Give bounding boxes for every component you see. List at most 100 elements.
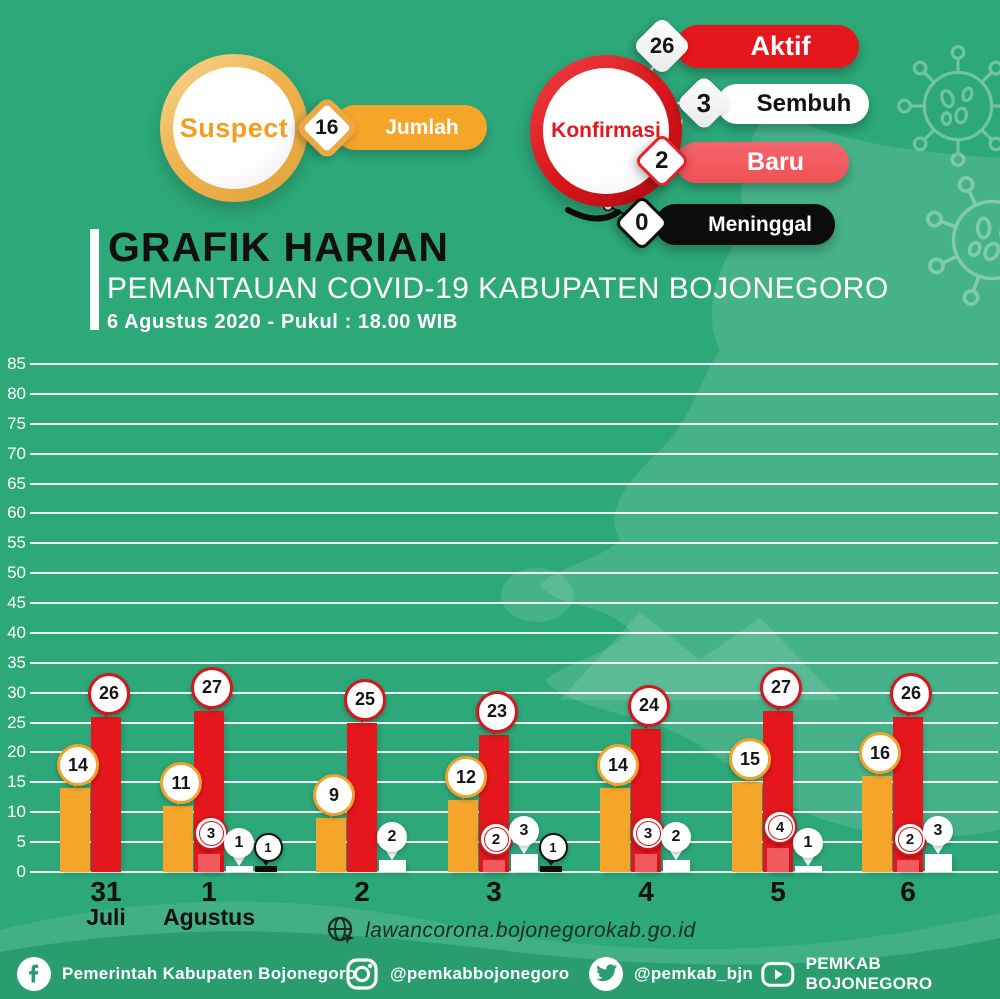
footer-youtube: PEMKAB BOJONEGORO — [760, 954, 1000, 994]
y-axis-label: 25 — [7, 712, 26, 732]
y-axis-label: 55 — [7, 533, 26, 553]
title-accent-bar — [90, 229, 99, 330]
value-balloon-meninggal: 1 — [253, 833, 283, 863]
footer-twitter: @pemkab_bjn — [588, 954, 753, 994]
bar-sembuh-6 Agustus — [925, 854, 952, 872]
bar-meninggal-1 Agustus — [255, 866, 277, 872]
page-subtitle: PEMANTAUAN COVID-19 KABUPATEN BOJONEGORO — [107, 272, 889, 305]
bar-suspect-31 Juli — [60, 788, 90, 872]
y-axis-label: 10 — [7, 802, 26, 822]
x-axis-label: 6 — [900, 876, 916, 907]
baru-count: 2 — [655, 146, 669, 174]
gridline — [30, 631, 998, 634]
y-axis-label: 5 — [16, 832, 26, 852]
value-balloon-suspect: 14 — [597, 744, 639, 787]
x-axis-label: Agustus — [163, 904, 255, 930]
bar-baru-4 Agustus — [635, 854, 657, 872]
value-balloon-sembuh: 1 — [793, 828, 823, 859]
konfirmasi-badge-circle: Konfirmasi — [530, 55, 682, 207]
gridline — [30, 691, 998, 694]
y-axis-label: 80 — [7, 383, 26, 403]
x-axis-label: 5 — [770, 876, 786, 907]
footer-facebook: Pemerintah Kabupaten Bojonegoro — [16, 954, 357, 994]
value-balloon-aktif: 23 — [476, 690, 518, 733]
suspect-count: 16 — [315, 115, 339, 139]
sembuh-pill: Sembuh — [717, 84, 869, 124]
x-axis-label: 2 — [354, 876, 370, 907]
x-axis-label: 31 — [90, 876, 122, 907]
bar-meninggal-3 Agustus — [540, 866, 562, 872]
value-balloon-sembuh: 2 — [661, 822, 691, 853]
y-axis-label: 65 — [7, 473, 26, 493]
suspect-badge-circle: Suspect — [160, 54, 308, 202]
bar-suspect-5 Agustus — [732, 782, 762, 872]
bar-baru-3 Agustus — [483, 860, 505, 872]
balloon-stem — [518, 845, 530, 855]
value-balloon-sembuh: 3 — [509, 816, 539, 847]
bar-suspect-3 Agustus — [448, 800, 478, 872]
bar-suspect-1 Agustus — [163, 806, 193, 872]
bar-aktif-31 Juli — [91, 716, 121, 872]
bar-baru-5 Agustus — [767, 848, 789, 872]
balloon-stem — [386, 851, 398, 861]
suspect-label: Suspect — [173, 67, 295, 189]
footer-instagram: @pemkabbojonegoro — [344, 954, 569, 994]
value-balloon-meninggal: 1 — [538, 833, 568, 863]
value-balloon-sembuh: 2 — [377, 822, 407, 853]
gridline — [30, 512, 998, 515]
meninggal-count: 0 — [635, 208, 649, 236]
aktif-pill: Aktif — [676, 25, 859, 68]
balloon-stem — [233, 857, 245, 867]
value-balloon-baru: 2 — [893, 822, 927, 857]
gridline — [30, 871, 998, 873]
value-balloon-aktif: 25 — [344, 678, 386, 721]
balloon-stem — [670, 851, 682, 861]
footer-youtube-label: PEMKAB BOJONEGORO — [805, 954, 933, 993]
value-balloon-suspect: 11 — [160, 762, 202, 805]
bar-baru-6 Agustus — [897, 860, 919, 872]
y-axis-label: 15 — [7, 772, 26, 792]
value-balloon-suspect: 12 — [445, 756, 487, 799]
facebook-icon — [17, 957, 51, 991]
bar-sembuh-4 Agustus — [663, 860, 690, 872]
y-axis-label: 35 — [7, 652, 26, 672]
meninggal-pill: Meninggal — [655, 204, 835, 245]
bar-sembuh-3 Agustus — [511, 854, 538, 872]
page-title: GRAFIK HARIAN — [108, 224, 449, 270]
date-line: 6 Agustus 2020 - Pukul : 18.00 WIB — [107, 311, 458, 333]
y-axis-label: 85 — [7, 354, 26, 373]
gridline — [30, 811, 998, 814]
youtube-icon — [761, 962, 795, 987]
aktif-count: 26 — [649, 32, 675, 58]
balloon-stem — [802, 857, 814, 867]
gridline — [30, 781, 998, 784]
gridline — [30, 572, 998, 575]
y-axis-label: 40 — [7, 622, 26, 642]
gridline — [30, 452, 998, 455]
bar-suspect-2 Agustus — [316, 818, 346, 872]
value-balloon-aktif: 27 — [191, 666, 233, 709]
footer-facebook-label: Pemerintah Kabupaten Bojonegoro — [62, 964, 357, 983]
gridline — [30, 751, 998, 754]
y-axis-label: 60 — [7, 503, 26, 523]
bar-baru-1 Agustus — [198, 854, 220, 872]
bar-suspect-6 Agustus — [862, 776, 892, 872]
y-axis-label: 75 — [7, 413, 26, 433]
y-axis-label: 30 — [7, 682, 26, 702]
value-balloon-aktif: 26 — [890, 672, 932, 715]
y-axis-label: 45 — [7, 593, 26, 613]
value-balloon-aktif: 27 — [760, 666, 802, 709]
gridline — [30, 542, 998, 545]
sembuh-count: 3 — [696, 87, 712, 118]
twitter-icon — [589, 957, 623, 991]
value-balloon-suspect: 16 — [859, 732, 901, 775]
x-axis-label: 4 — [638, 876, 654, 907]
baru-pill: Baru — [676, 142, 849, 183]
y-axis-label: 20 — [7, 742, 26, 762]
value-balloon-suspect: 14 — [57, 744, 99, 787]
x-axis-label: 3 — [486, 876, 502, 907]
y-axis-label: 70 — [7, 443, 26, 463]
x-axis-label: 1 — [201, 876, 217, 907]
value-balloon-aktif: 24 — [628, 684, 670, 727]
